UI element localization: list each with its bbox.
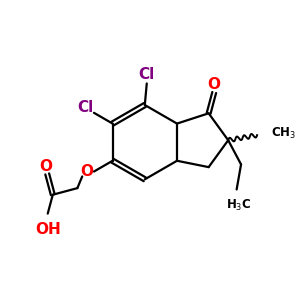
- Text: O: O: [81, 164, 94, 179]
- Text: Cl: Cl: [139, 67, 155, 82]
- Text: H$_3$C: H$_3$C: [226, 198, 251, 213]
- Text: Cl: Cl: [77, 100, 93, 116]
- Text: O: O: [208, 77, 221, 92]
- Text: OH: OH: [35, 222, 61, 237]
- Text: O: O: [39, 159, 52, 174]
- Text: CH$_3$: CH$_3$: [271, 126, 296, 141]
